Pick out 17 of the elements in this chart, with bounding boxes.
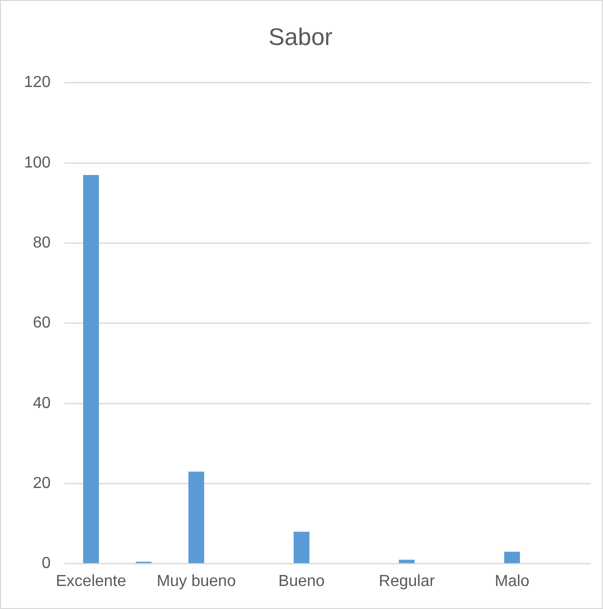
x-tick-label: Bueno <box>278 572 325 590</box>
y-tick-label: 120 <box>24 74 51 92</box>
y-tick-label: 40 <box>32 394 51 412</box>
y-tick-label: 60 <box>32 314 51 332</box>
chart-title: Sabor <box>268 24 333 52</box>
y-tick-label: 80 <box>32 234 51 252</box>
y-tick-label: 0 <box>42 555 51 572</box>
y-tick-label: 100 <box>24 154 51 172</box>
y-tick-label: 20 <box>32 475 51 492</box>
bar <box>504 552 520 564</box>
bar <box>294 532 310 564</box>
x-tick-label: Excelente <box>56 572 126 590</box>
x-tick-label: Malo <box>494 572 530 590</box>
x-tick-label: Regular <box>378 572 436 590</box>
x-tick-label: Muy bueno <box>156 572 236 590</box>
bar <box>188 472 204 564</box>
bar <box>83 174 99 564</box>
